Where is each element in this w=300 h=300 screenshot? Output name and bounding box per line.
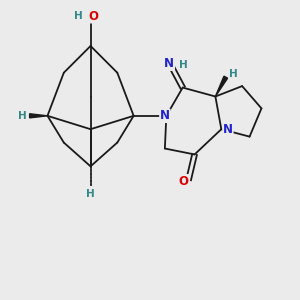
Text: O: O: [178, 175, 188, 188]
Text: H: H: [18, 111, 27, 121]
Text: N: N: [164, 57, 174, 70]
Text: N: N: [160, 109, 170, 122]
Text: O: O: [88, 10, 98, 23]
Text: H: H: [179, 60, 188, 70]
Text: N: N: [223, 123, 233, 136]
Text: H: H: [229, 69, 238, 79]
Text: H: H: [74, 11, 83, 21]
Polygon shape: [215, 76, 228, 97]
Polygon shape: [30, 114, 47, 118]
Text: H: H: [86, 189, 95, 199]
